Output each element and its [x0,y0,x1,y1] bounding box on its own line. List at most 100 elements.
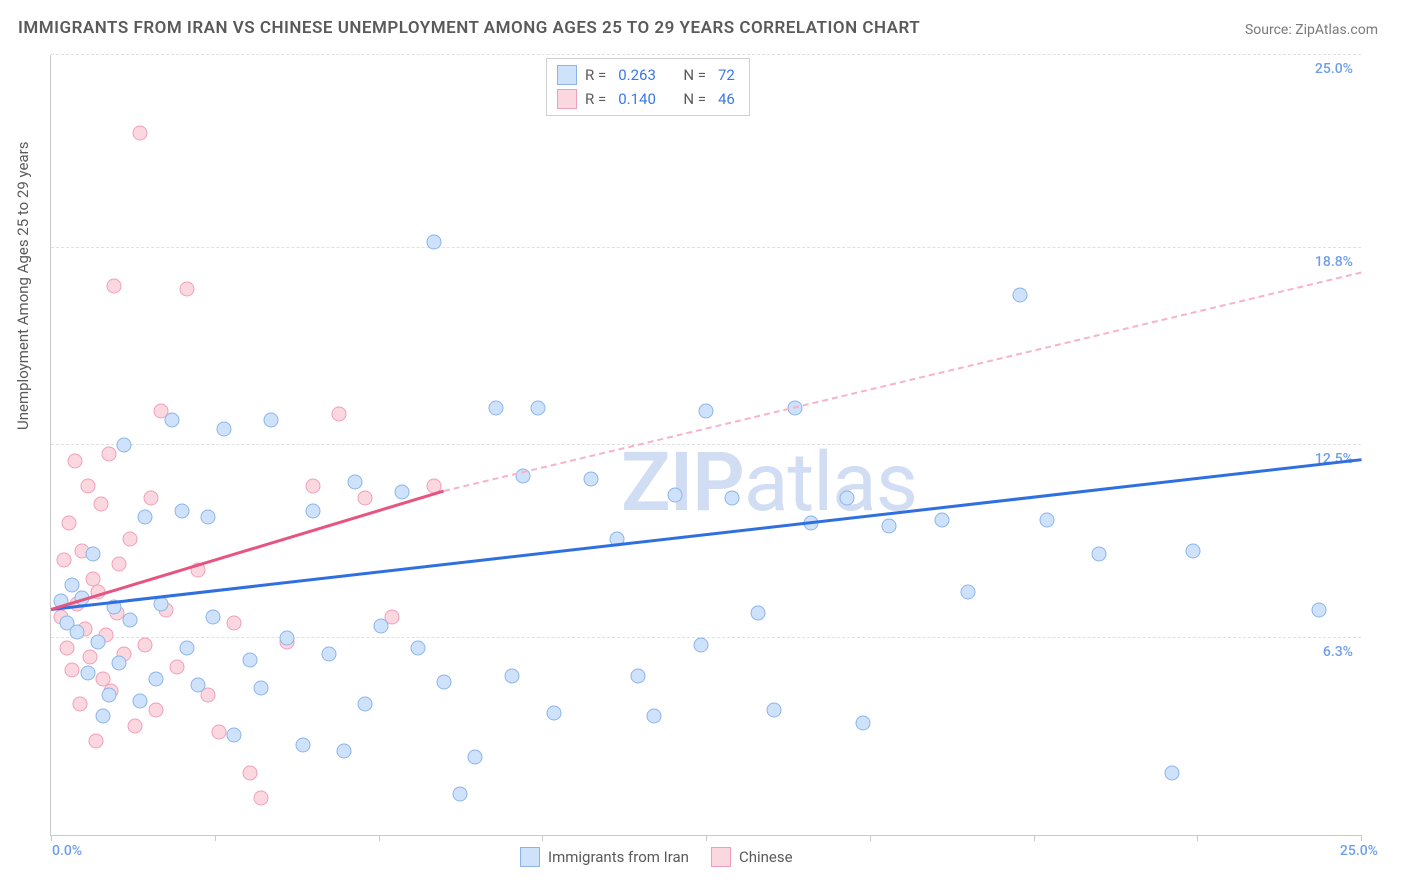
x-tick [51,835,52,841]
point-chinese [306,478,321,493]
point-iran [426,235,441,250]
legend-correlation: R = 0.263 N = 72 R = 0.140 N = 46 [546,58,750,116]
n-label: N = [683,90,706,108]
point-iran [96,709,111,724]
legend-series: Immigrants from Iran Chinese [520,847,793,867]
point-iran [295,737,310,752]
point-iran [154,597,169,612]
point-iran [583,472,598,487]
x-tick [542,835,543,841]
point-chinese [253,790,268,805]
legend-item-iran: Immigrants from Iran [520,847,689,867]
point-chinese [332,406,347,421]
point-iran [547,706,562,721]
point-iran [64,578,79,593]
point-iran [489,400,504,415]
point-iran [216,422,231,437]
point-chinese [59,640,74,655]
point-chinese [88,734,103,749]
point-iran [1165,765,1180,780]
point-iran [667,487,682,502]
trendline [51,458,1361,610]
point-iran [264,413,279,428]
point-chinese [133,126,148,141]
legend-row-chinese: R = 0.140 N = 46 [557,87,739,111]
point-chinese [106,278,121,293]
point-iran [306,503,321,518]
r-value-chinese: 0.140 [618,90,656,108]
point-iran [101,687,116,702]
point-iran [1186,544,1201,559]
point-iran [395,484,410,499]
point-iran [206,609,221,624]
gridline [51,444,1361,445]
point-iran [531,400,546,415]
r-label: R = [585,90,606,108]
r-label: R = [585,66,606,84]
point-iran [1092,547,1107,562]
point-iran [122,612,137,627]
point-chinese [62,516,77,531]
point-chinese [180,282,195,297]
point-chinese [138,637,153,652]
gridline [51,247,1361,248]
point-iran [175,503,190,518]
point-iran [630,668,645,683]
point-iran [882,519,897,534]
x-tick [215,835,216,841]
plot-area: ZIPatlas 6.3%12.5%18.8%25.0% [50,55,1361,836]
point-iran [253,681,268,696]
x-tick [1197,835,1198,841]
point-chinese [83,650,98,665]
point-iran [1312,603,1327,618]
point-iran [693,637,708,652]
point-iran [243,653,258,668]
point-iran [725,491,740,506]
point-iran [180,640,195,655]
point-chinese [211,725,226,740]
trendline-dashed [444,271,1361,491]
point-chinese [64,662,79,677]
swatch-chinese [711,847,731,867]
point-iran [961,584,976,599]
point-iran [85,547,100,562]
point-iran [840,491,855,506]
point-iran [410,640,425,655]
point-chinese [148,703,163,718]
point-chinese [101,447,116,462]
series-label-chinese: Chinese [739,848,793,866]
gridline [51,637,1361,638]
point-iran [1013,288,1028,303]
x-tick [1034,835,1035,841]
x-max-label: 25.0% [1340,843,1378,859]
y-tick-label: 18.8% [1315,254,1353,270]
gridline [51,54,1361,55]
point-iran [164,413,179,428]
point-iran [751,606,766,621]
point-chinese [243,765,258,780]
point-iran [148,672,163,687]
point-chinese [80,478,95,493]
point-chinese [227,615,242,630]
point-iran [70,625,85,640]
swatch-iran [520,847,540,867]
point-iran [468,750,483,765]
point-iran [321,647,336,662]
r-value-iran: 0.263 [618,66,656,84]
point-iran [337,743,352,758]
point-chinese [358,491,373,506]
x-tick [706,835,707,841]
point-iran [112,656,127,671]
swatch-iran [557,65,577,85]
point-iran [856,715,871,730]
x-tick [870,835,871,841]
point-iran [452,787,467,802]
point-iran [699,403,714,418]
chart-title: IMMIGRANTS FROM IRAN VS CHINESE UNEMPLOY… [18,18,920,38]
swatch-chinese [557,89,577,109]
n-value-chinese: 46 [718,90,735,108]
x-tick [1361,835,1362,841]
x-tick [379,835,380,841]
point-chinese [169,659,184,674]
point-chinese [57,553,72,568]
